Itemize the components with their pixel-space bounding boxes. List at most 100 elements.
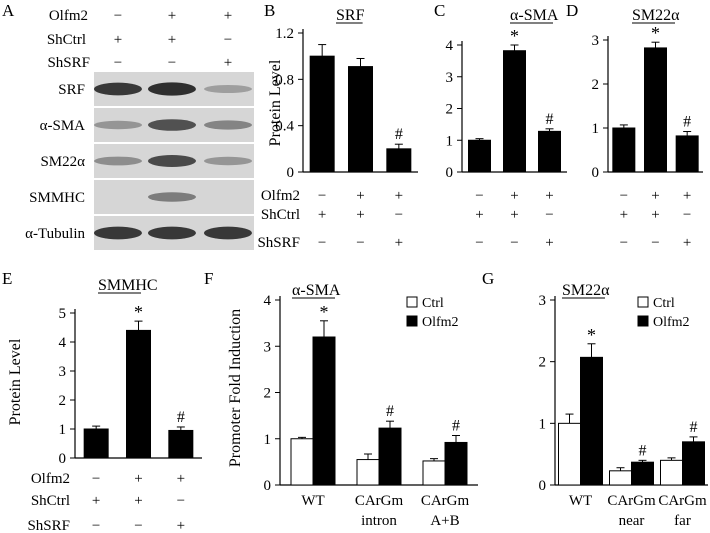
condition-sign: − (224, 32, 232, 48)
bar-ctrl (609, 470, 632, 486)
legend-swatch (406, 296, 418, 308)
blot-band (204, 156, 252, 166)
bar-ctrl (356, 459, 380, 486)
condition-sign: − (92, 518, 100, 533)
category-label: near (619, 513, 645, 529)
condition-label: ShSRF (47, 55, 90, 71)
category-label: CArGm (355, 493, 404, 509)
bar-ctrl (660, 459, 683, 486)
condition-sign: + (224, 8, 232, 24)
significance-mark: # (177, 409, 185, 426)
y-tick-label: 1 (264, 432, 272, 448)
y-tick-label: 2 (264, 386, 272, 402)
blot-row-label: α-Tubulin (25, 226, 85, 242)
blot-band (94, 226, 142, 240)
chart-panel-G: G SM22α 0 1 2 3 * # # WT CArGm near CArGm far Ctrl Olfm… (482, 269, 708, 529)
chart-panel-B: B SRF Protein Level 0 0.4 0.8 1.2 # Olfm2 − + + ShCt… (257, 1, 418, 251)
y-tick-label: 3 (539, 293, 547, 309)
significance-mark: # (452, 418, 460, 435)
bar-olfm2 (580, 356, 603, 486)
y-tick-label: 0 (539, 478, 547, 494)
significance-mark: # (386, 403, 394, 420)
bar (538, 130, 561, 173)
condition-sign: − (545, 207, 553, 223)
panel-letter: D (566, 1, 578, 20)
condition-label: ShSRF (27, 518, 70, 533)
category-label: WT (569, 493, 592, 509)
y-tick-label: 3 (592, 33, 600, 49)
condition-sign: − (318, 235, 326, 251)
category-label: CArGm (607, 493, 656, 509)
condition-sign: − (683, 207, 691, 223)
condition-sign: + (683, 235, 691, 251)
y-axis-label: Promoter Fold Induction (227, 309, 244, 467)
condition-sign: + (475, 207, 483, 223)
y-tick-label: 4 (446, 38, 454, 54)
significance-mark: * (134, 302, 143, 322)
significance-mark: * (320, 302, 329, 322)
chart-panel-F: Fα-SMA Promoter Fold Induction 0 1 2 3 4 * # # WT C… (204, 269, 478, 529)
bar (612, 127, 636, 173)
panel-letter: B (264, 1, 275, 20)
bar-olfm2 (312, 336, 336, 486)
y-axis-label: Protein Level (267, 59, 284, 146)
condition-sign: + (545, 235, 553, 251)
condition-sign: + (545, 188, 553, 204)
chart-panel-D: D SM22α 0 1 2 3 * # − + + + + − − − + (566, 1, 703, 251)
panel-letter: A (2, 1, 15, 20)
chart-panel-E: E SMMHC Protein Level 0 1 2 3 4 5 * # Olfm2 − + + ShCtr… (2, 269, 202, 533)
bar (644, 47, 667, 173)
bar (348, 66, 373, 173)
condition-sign: − (134, 518, 142, 533)
y-tick-label: 0.8 (275, 72, 294, 88)
bar (503, 50, 526, 173)
condition-label: Olfm2 (49, 8, 88, 24)
category-label: CArGm (421, 493, 470, 509)
y-tick-label: 1 (59, 422, 67, 438)
bar (83, 428, 109, 459)
condition-sign: − (475, 235, 483, 251)
significance-mark: * (510, 26, 519, 46)
blot-band (148, 226, 196, 240)
y-tick-label: 2 (592, 77, 600, 93)
condition-sign: − (620, 188, 628, 204)
chart-title: SRF (336, 7, 365, 24)
legend-label: Ctrl (653, 296, 675, 311)
y-tick-label: 4 (59, 335, 67, 351)
legend-swatch (637, 315, 649, 327)
y-tick-label: 4 (264, 293, 272, 309)
y-tick-label: 0 (59, 451, 67, 467)
blot-row-label: α-SMA (40, 118, 86, 134)
western-blot-panel: A Olfm2 − + + ShCtrl + + − ShSRF − − + SRF α-SMA SM22α S… (2, 1, 254, 250)
chart-title: SM22α (562, 282, 610, 299)
panel-letter: F (204, 269, 213, 288)
condition-sign: + (510, 207, 518, 223)
category-label: WT (301, 493, 324, 509)
condition-sign: + (134, 471, 142, 487)
condition-sign: + (395, 188, 403, 204)
condition-sign: − (620, 235, 628, 251)
panel-letter: C (434, 1, 445, 20)
condition-label: ShCtrl (47, 32, 86, 48)
blot-band (148, 155, 196, 167)
panel-letter: E (2, 269, 12, 288)
category-label: far (674, 513, 691, 529)
chart-title: α-SMA (292, 282, 341, 299)
blot-row-label: SRF (58, 82, 85, 98)
condition-sign: + (168, 32, 176, 48)
significance-mark: * (651, 23, 660, 43)
significance-mark: # (690, 419, 698, 436)
significance-mark: # (683, 114, 691, 131)
y-tick-label: 1.2 (275, 26, 294, 42)
blot-row-label: SM22α (40, 154, 85, 170)
bar-olfm2 (444, 441, 468, 486)
condition-sign: + (168, 8, 176, 24)
y-tick-label: 2 (446, 102, 454, 118)
bar-ctrl (290, 438, 314, 486)
condition-sign: − (395, 207, 403, 223)
y-tick-label: 3 (59, 364, 67, 380)
condition-sign: − (651, 235, 659, 251)
blot-band (94, 120, 142, 130)
